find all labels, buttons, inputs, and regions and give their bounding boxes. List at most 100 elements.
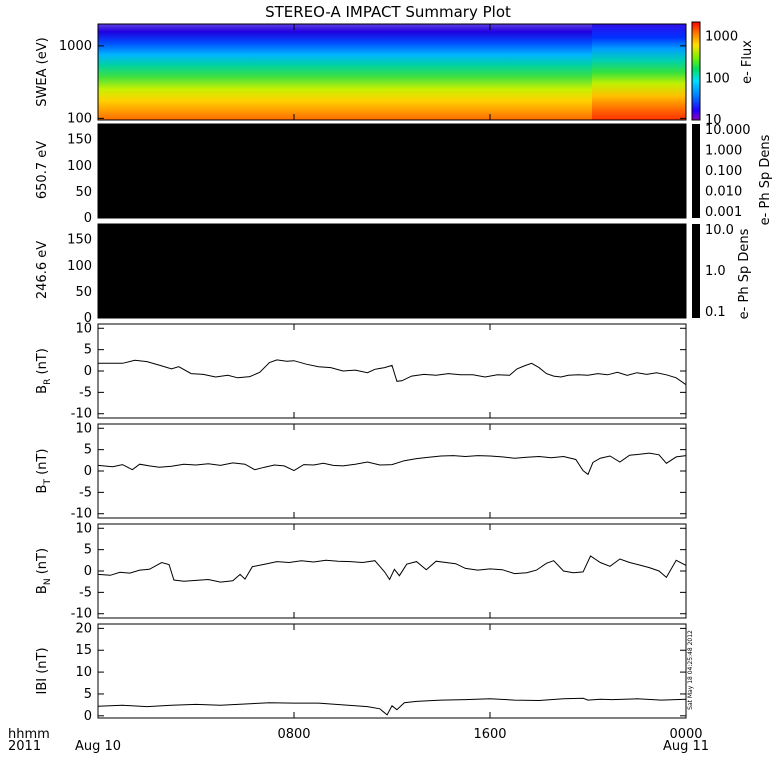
panel-bt: BT (nT) 10 5 0 -5 -10 bbox=[35, 421, 687, 522]
bn-ylabel-main: B bbox=[35, 585, 50, 594]
time-left-bottom: 2011 bbox=[8, 739, 41, 754]
pad246-ytick-label: 150 bbox=[67, 233, 92, 248]
time-axis: hhmm 2011 Aug 10 0800 1600 0000 Aug 11 bbox=[8, 727, 709, 754]
swea-cb-ticks: 1000 100 10 bbox=[705, 30, 738, 128]
pad650-cb-tick-label: 0.100 bbox=[705, 164, 742, 179]
swea-ytick-label: 100 bbox=[67, 111, 92, 126]
bt-ytick-label: -10 bbox=[71, 507, 92, 522]
swea-cb-label: e- Flux bbox=[740, 40, 755, 84]
pad246-cb-tick-label: 10.0 bbox=[705, 223, 734, 238]
bmag-ytick-label: 5 bbox=[84, 687, 92, 702]
bn-ytick-label: 10 bbox=[75, 521, 92, 536]
bn-trace bbox=[97, 555, 687, 583]
pad650-ytick-label: 0 bbox=[84, 211, 92, 226]
bt-ylabel: BT (nT) bbox=[35, 449, 53, 494]
br-ytick-label: 0 bbox=[84, 364, 92, 379]
bt-ytick-label: 10 bbox=[75, 421, 92, 436]
time-start-label: Aug 10 bbox=[75, 739, 121, 754]
br-ylabel-unit: (nT) bbox=[35, 348, 50, 378]
time-tick-1600: 1600 bbox=[473, 727, 506, 742]
pad246-colorbar bbox=[692, 224, 700, 318]
bn-ytick-label: -10 bbox=[71, 607, 92, 622]
panel-br: BR (nT) 10 5 0 -5 -10 bbox=[35, 321, 687, 422]
panel-pad650: 650.7 eV 150 100 50 0 10.000 1.000 0.100 0.010… bbox=[35, 123, 773, 226]
pad650-cb-label: e- Ph Sp Dens bbox=[758, 134, 773, 225]
pad246-ytick-label: 50 bbox=[75, 285, 92, 300]
panel-bn: BN (nT) 10 5 0 -5 -10 bbox=[35, 521, 687, 622]
pad246-ylabel: 246.6 eV bbox=[35, 241, 50, 299]
bmag-ytick-label: 15 bbox=[75, 643, 92, 658]
time-end-bottom: Aug 11 bbox=[663, 739, 709, 754]
bt-ylabel-sub: T bbox=[43, 479, 53, 486]
swea-cb-tick-label: 1000 bbox=[705, 30, 738, 45]
br-ytick-label: 5 bbox=[84, 343, 92, 358]
swea-frame bbox=[97, 23, 687, 121]
bn-yticks: 10 5 0 -5 -10 bbox=[71, 521, 687, 622]
bn-ylabel-sub: N bbox=[43, 578, 53, 585]
bn-ytick-label: 5 bbox=[84, 543, 92, 558]
plot-title: STEREO-A IMPACT Summary Plot bbox=[265, 3, 511, 21]
bmag-ylabel: IBI (nT) bbox=[35, 647, 50, 694]
swea-yticks: 1000 100 bbox=[59, 24, 687, 126]
panel-swea: SWEA (eV) 1000 100 1000 100 10 e- Flux bbox=[35, 21, 755, 128]
time-tick-0800: 0800 bbox=[277, 727, 310, 742]
bmag-ytick-label: 20 bbox=[75, 621, 92, 636]
bmag-frame bbox=[97, 623, 687, 719]
swea-spectrogram bbox=[98, 24, 686, 120]
pad246-ytick-label: 0 bbox=[84, 311, 92, 326]
bn-ylabel-unit: (nT) bbox=[35, 548, 50, 578]
pad650-cb-tick-label: 10.000 bbox=[705, 123, 751, 138]
bt-frame bbox=[97, 423, 687, 519]
br-yticks: 10 5 0 -5 -10 bbox=[71, 321, 687, 422]
pad246-image bbox=[98, 224, 686, 318]
pad650-image bbox=[98, 124, 686, 218]
swea-cb-tick-label: 10 bbox=[705, 113, 722, 128]
bt-ylabel-main: B bbox=[35, 485, 50, 494]
bt-yticks: 10 5 0 -5 -10 bbox=[71, 421, 687, 522]
br-trace bbox=[98, 359, 687, 386]
pad246-frame bbox=[97, 223, 687, 319]
pad246-yticks: 150 100 50 0 bbox=[67, 224, 687, 326]
bt-ytick-label: 0 bbox=[84, 464, 92, 479]
pad650-cb-tick-label: 0.001 bbox=[705, 205, 742, 220]
timestamp-stamp: Sat May 18 04:25:48 2012 bbox=[687, 630, 694, 710]
pad650-cb-ticks: 10.000 1.000 0.100 0.010 0.001 bbox=[705, 123, 751, 220]
pad246-cb-tick-label: 0.1 bbox=[705, 305, 726, 320]
bt-ylabel-unit: (nT) bbox=[35, 449, 50, 479]
bmag-ytick-label: 10 bbox=[75, 665, 92, 680]
swea-cb-tick-label: 100 bbox=[705, 71, 730, 86]
pad650-frame bbox=[97, 123, 687, 219]
panel-pad246: 246.6 eV 150 100 50 0 10.0 1.0 0.1 e- Ph Sp D… bbox=[35, 223, 752, 326]
br-ytick-label: 10 bbox=[75, 321, 92, 336]
br-ylabel-sub: R bbox=[43, 379, 53, 385]
br-ytick-label: -10 bbox=[71, 407, 92, 422]
swea-spectrogram-late bbox=[592, 24, 686, 120]
pad650-colorbar bbox=[692, 124, 700, 218]
time-left-top: hhmm bbox=[8, 727, 50, 742]
swea-ylabel: SWEA (eV) bbox=[35, 37, 50, 106]
pad650-ytick-label: 100 bbox=[67, 159, 92, 174]
pad650-ytick-label: 50 bbox=[75, 185, 92, 200]
bt-trace bbox=[97, 452, 687, 476]
bmag-trace bbox=[97, 697, 687, 716]
pad246-ytick-label: 100 bbox=[67, 259, 92, 274]
bmag-ytick-label: 0 bbox=[84, 709, 92, 724]
bt-ytick-label: -5 bbox=[79, 485, 92, 500]
bn-ytick-label: 0 bbox=[84, 564, 92, 579]
bn-ylabel: BN (nT) bbox=[35, 548, 53, 594]
bmag-yticks: 20 15 10 5 0 bbox=[75, 621, 687, 724]
swea-ytick-label: 1000 bbox=[59, 39, 92, 54]
pad650-yticks: 150 100 50 0 bbox=[67, 124, 687, 226]
bn-frame bbox=[97, 523, 687, 619]
panel-bmag: IBI (nT) 20 15 10 5 0 Sat May 18 04:25:48 20… bbox=[35, 621, 694, 723]
time-end-top: 0000 bbox=[669, 727, 702, 742]
br-ytick-label: -5 bbox=[79, 385, 92, 400]
bn-ytick-label: -5 bbox=[79, 585, 92, 600]
pad246-cb-label: e- Ph Sp Dens bbox=[737, 228, 752, 319]
br-ylabel: BR (nT) bbox=[35, 348, 53, 394]
bt-ytick-label: 5 bbox=[84, 443, 92, 458]
swea-colorbar bbox=[691, 21, 701, 121]
pad246-cb-tick-label: 1.0 bbox=[705, 264, 726, 279]
pad650-cb-tick-label: 1.000 bbox=[705, 144, 742, 159]
